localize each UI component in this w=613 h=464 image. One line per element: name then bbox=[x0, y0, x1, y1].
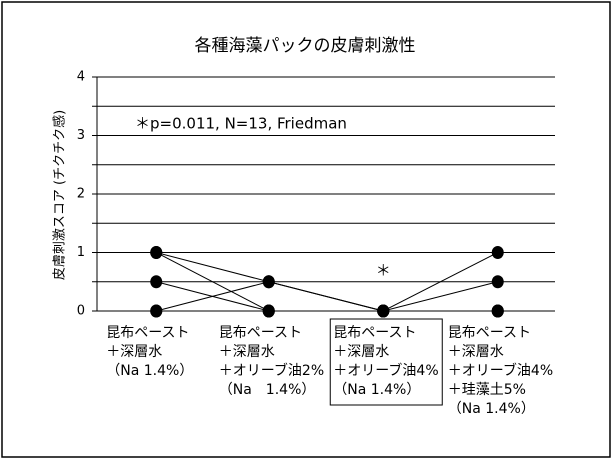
x-tick-label: ＋オリーブ油2% bbox=[219, 362, 324, 379]
y-tick-label: 4 bbox=[77, 70, 85, 85]
x-tick-label: ＋珪藻土5% bbox=[448, 382, 526, 398]
x-tick-label: ＋深層水 bbox=[333, 344, 389, 360]
chart-title: 各種海藻パックの皮膚刺激性 bbox=[195, 36, 416, 56]
y-tick-label: 0 bbox=[77, 304, 85, 319]
point bbox=[262, 275, 275, 289]
point bbox=[262, 304, 275, 318]
point bbox=[150, 246, 163, 259]
point bbox=[150, 304, 163, 318]
x-tick-label: 昆布ペースト bbox=[106, 325, 189, 341]
x-tick-label: （Na 1.4%） bbox=[106, 363, 193, 379]
point bbox=[491, 246, 504, 259]
point bbox=[377, 304, 390, 318]
x-tick-label: ＋深層水 bbox=[106, 344, 162, 360]
y-axis-label: 皮膚刺激スコア (チクチク感) bbox=[52, 110, 68, 280]
x-tick-label: （Na 1.4%） bbox=[333, 382, 420, 398]
x-tick-label: ＋オリーブ油4% bbox=[333, 362, 438, 379]
y-tick-label: 3 bbox=[77, 128, 85, 143]
x-tick-label: ＋深層水 bbox=[448, 344, 504, 360]
point bbox=[491, 275, 504, 289]
x-tick-label: ＋深層水 bbox=[219, 344, 275, 360]
x-tick-label: （Na 1.4%） bbox=[219, 382, 316, 398]
y-tick-label: 2 bbox=[77, 187, 85, 202]
significance-mark: ＊ bbox=[376, 262, 391, 280]
x-tick-label: ＋オリーブ油4% bbox=[448, 362, 553, 379]
x-tick-label: 昆布ペースト bbox=[219, 325, 302, 341]
x-tick-label: 昆布ペースト bbox=[333, 325, 416, 341]
point bbox=[491, 304, 504, 318]
x-tick-label: （Na 1.4%） bbox=[448, 401, 535, 417]
y-tick-label: 1 bbox=[77, 245, 85, 260]
x-tick-label: 昆布ペースト bbox=[448, 325, 531, 341]
annotation: ＊p=0.011, N=13, Friedman bbox=[135, 115, 347, 133]
point bbox=[150, 275, 163, 289]
category-box bbox=[329, 318, 443, 406]
